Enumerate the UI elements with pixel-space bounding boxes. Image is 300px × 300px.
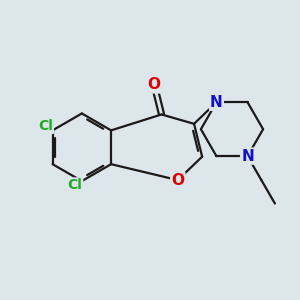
Text: O: O bbox=[171, 172, 184, 188]
Text: Cl: Cl bbox=[67, 178, 82, 192]
Text: Cl: Cl bbox=[38, 119, 53, 133]
Text: N: N bbox=[210, 95, 223, 110]
Text: N: N bbox=[241, 148, 254, 164]
Text: O: O bbox=[148, 77, 161, 92]
